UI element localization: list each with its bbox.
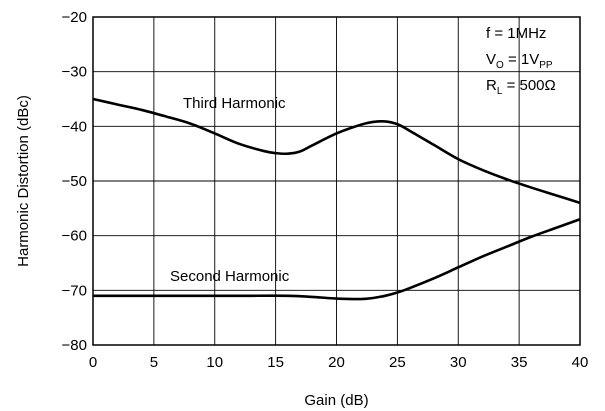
condition-load-resistance: RL = 500Ω [486, 77, 556, 97]
x-tick-label: 20 [328, 354, 345, 371]
y-tick-label: −50 [62, 173, 87, 190]
series-line-0 [92, 97, 581, 205]
x-tick-label: 0 [89, 354, 97, 371]
y-tick-label: −80 [62, 337, 87, 354]
x-tick-labels: 0 5 10 15 20 25 30 35 40 [89, 354, 589, 371]
series-line-1 [93, 218, 581, 301]
y-tick-label: −20 [62, 9, 87, 26]
condition-frequency: f = 1MHz [486, 25, 546, 42]
y-axis-label: Harmonic Distortion (dBc) [15, 95, 32, 267]
series-label-second-harmonic: Second Harmonic [170, 268, 290, 285]
y-tick-label: −70 [62, 282, 87, 299]
x-tick-label: 5 [150, 354, 158, 371]
y-tick-label: −60 [62, 228, 87, 245]
x-axis-label: Gain (dB) [304, 392, 368, 409]
x-tick-label: 35 [511, 354, 528, 371]
series-label-third-harmonic: Third Harmonic [183, 95, 286, 112]
grid-lines [93, 17, 580, 345]
condition-output-voltage: VO = 1VPP [486, 51, 553, 71]
test-conditions-box: f = 1MHz VO = 1VPP RL = 500Ω [486, 25, 556, 97]
plot-frame [92, 16, 581, 346]
y-tick-labels: −20 −30 −40 −50 −60 −70 −80 [62, 9, 87, 354]
x-tick-label: 10 [206, 354, 223, 371]
x-tick-label: 15 [267, 354, 284, 371]
y-tick-label: −40 [62, 118, 87, 135]
x-tick-label: 25 [389, 354, 406, 371]
series-layer [92, 97, 581, 301]
x-tick-label: 30 [450, 354, 467, 371]
x-tick-label: 40 [572, 354, 589, 371]
y-tick-label: −30 [62, 64, 87, 81]
